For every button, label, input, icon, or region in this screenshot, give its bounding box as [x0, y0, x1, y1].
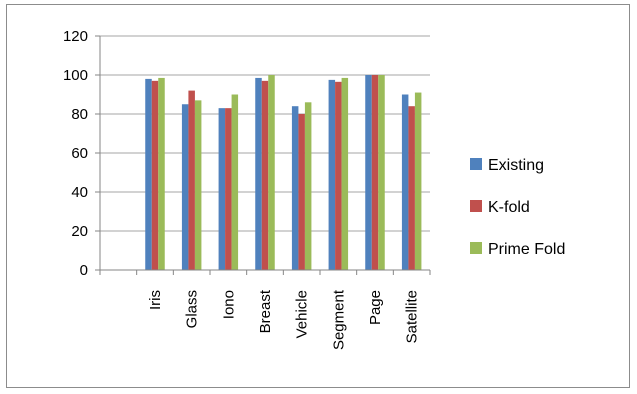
bars: [145, 75, 422, 271]
bar-page-prime-fold: [378, 75, 385, 270]
bar-vehicle-prime-fold: [304, 102, 312, 270]
bar-iono-k-fold: [225, 108, 232, 271]
x-tick-label: Page: [367, 290, 384, 325]
x-tick-label: Satellite: [404, 290, 421, 343]
bar-iono-prime-fold: [231, 94, 239, 270]
x-axis: Iris Glass Iono Breast Vehicle Segment Page Sat…: [99, 269, 431, 350]
y-tick-label: 100: [63, 67, 88, 84]
y-tick-label: 60: [71, 145, 88, 162]
legend-label: Prime Fold: [488, 241, 565, 258]
bar-segment-existing: [328, 79, 336, 270]
bar-iris-prime-fold: [158, 77, 165, 270]
y-tick-label: 40: [71, 184, 88, 201]
bar-iris-existing: [145, 78, 152, 271]
bar-satellite-prime-fold: [414, 92, 422, 270]
bar-satellite-existing: [401, 94, 409, 270]
bar-breast-prime-fold: [268, 75, 275, 270]
x-tick-label: Glass: [184, 290, 201, 328]
y-tick-label: 80: [71, 106, 88, 123]
bar-page-k-fold: [371, 75, 379, 270]
bar-glass-prime-fold: [194, 100, 202, 270]
y-tick-label: 0: [80, 262, 88, 279]
x-tick-label: Vehicle: [294, 290, 311, 338]
bar-page-existing: [365, 75, 372, 270]
y-tick-label: 20: [71, 223, 88, 240]
bar-breast-existing: [255, 77, 262, 270]
x-tick-label: Iris: [147, 290, 164, 310]
bar-iris-k-fold: [151, 80, 159, 270]
bar-iono-existing: [218, 108, 226, 271]
bar-segment-prime-fold: [341, 77, 349, 270]
bar-vehicle-existing: [291, 106, 299, 270]
bar-glass-existing: [181, 104, 189, 270]
bar-glass-k-fold: [188, 90, 195, 270]
x-tick-label: Breast: [257, 289, 274, 333]
legend-swatch-prime-fold: [470, 242, 482, 254]
bar-breast-k-fold: [261, 80, 269, 270]
legend-label: K-fold: [488, 199, 530, 216]
bar-vehicle-k-fold: [298, 114, 305, 270]
x-tick-label: Iono: [220, 290, 237, 319]
bar-satellite-k-fold: [408, 106, 415, 270]
legend-swatch-existing: [470, 158, 482, 170]
chart-frame: [6, 4, 630, 388]
y-tick-label: 120: [63, 28, 88, 45]
legend: Existing K-fold Prime Fold: [470, 157, 565, 258]
y-axis: 0 20 40 60 80 100 120: [63, 28, 101, 279]
x-tick-label: Segment: [330, 289, 347, 350]
legend-swatch-k-fold: [470, 200, 482, 212]
legend-label: Existing: [488, 157, 544, 174]
bar-segment-k-fold: [335, 81, 342, 270]
